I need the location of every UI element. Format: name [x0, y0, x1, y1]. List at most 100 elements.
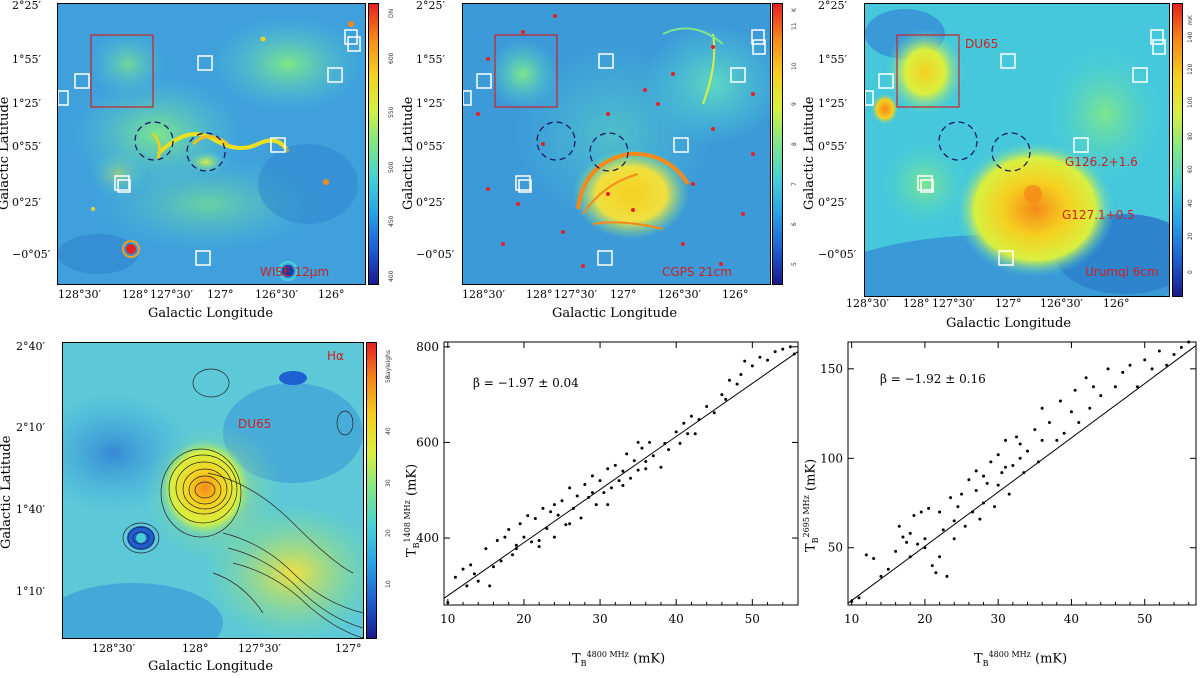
scatter-2695-point — [1018, 442, 1022, 446]
urumqi-map-svg — [865, 4, 1169, 296]
scatter-1408-point — [503, 535, 507, 539]
scatter-1408-xtick-label: 20 — [516, 612, 531, 626]
scatter-2695-ytick-label: 100 — [820, 451, 843, 465]
cgps-cbar-tick: 9 — [791, 102, 798, 106]
scatter-2695-xtick-label: 30 — [991, 612, 1006, 626]
urumqi-cbar-tick: 140 — [1187, 31, 1194, 43]
scatter-2695-point — [923, 537, 927, 541]
scatter-2695-point — [927, 506, 931, 510]
scatter-1408-point — [461, 567, 465, 571]
scatter-2695-ytick-label: 50 — [828, 541, 843, 555]
scatter-2695-point — [857, 596, 861, 600]
scatter-2695-point — [1091, 385, 1095, 389]
urumqi-cbar-tick: 60 — [1187, 165, 1194, 173]
scatter-1408-xlabel: TB4800 MHz (mK) — [572, 650, 666, 668]
scatter-1408-xtick-label: 40 — [669, 612, 684, 626]
scatter-1408-point — [712, 411, 716, 415]
scatter-2695-point — [1165, 363, 1169, 367]
scatter-1408-point — [693, 432, 697, 436]
scatter-1408-point — [617, 479, 621, 483]
scatter-1408-point — [571, 506, 575, 510]
scatter-2695-point — [1040, 438, 1044, 442]
wise-cbar-tick-2: 500 — [388, 161, 395, 173]
scatter-2695-point — [952, 537, 956, 541]
scatter-1408-point — [587, 495, 591, 499]
scatter-1408-point — [533, 516, 537, 520]
wise-ylabel: Galactic Latitude — [0, 96, 12, 211]
cgps-image — [462, 3, 771, 285]
urumqi-ylabel: Galactic Latitude — [802, 96, 817, 211]
scatter-1408-point — [511, 553, 515, 557]
scatter-1408-point — [564, 523, 568, 527]
cgps-panel: CGPS 21cm K 5 6 7 8 9 10 11 2°25′ 1°55′ … — [400, 0, 800, 337]
scatter-2695-point — [864, 553, 868, 557]
scatter-1408-point — [648, 440, 652, 444]
scatter-2695-point — [934, 571, 938, 575]
scatter-2695-point — [1022, 471, 1026, 475]
halpha-xlabel: Galactic Longitude — [148, 659, 274, 674]
scatter-1408-point — [606, 467, 610, 471]
wise-map-svg — [58, 4, 365, 284]
scatter-1408-point — [735, 382, 739, 386]
scatter-1408-point — [674, 430, 678, 434]
halpha-cbar-tick: 10 — [385, 580, 392, 588]
wise-cbar-tick-4: 600 — [388, 52, 395, 64]
scatter-2695-point — [1004, 465, 1008, 469]
halpha-xtick: 128°30′ — [92, 642, 135, 655]
scatter-1408-point — [697, 417, 701, 421]
scatter-2695-point — [938, 555, 942, 559]
scatter-2695-point — [1062, 431, 1066, 435]
urumqi-label-g126: G126.2+1.6 — [1065, 155, 1138, 169]
wise-xtick: 127°30′ — [150, 288, 193, 301]
halpha-colorbar — [366, 342, 377, 639]
wise-band-label: WISE 12μm — [260, 265, 330, 279]
scatter-1408-point — [636, 440, 640, 444]
scatter-1408-point — [472, 572, 476, 576]
scatter-2695-point — [1121, 370, 1125, 374]
scatter-2695-point — [978, 517, 982, 521]
wise-xtick: 127° — [207, 288, 234, 301]
wise-ytick: 0°25′ — [12, 196, 41, 209]
scatter-2695-point — [985, 481, 989, 485]
scatter-2695-point — [938, 510, 942, 514]
scatter-2695-point — [982, 474, 986, 478]
scatter-1408-point — [667, 448, 671, 452]
scatter-1408-point — [621, 483, 625, 487]
cgps-colorbar-unit: K — [791, 8, 798, 12]
scatter-1408-point — [537, 545, 541, 549]
scatter-1408-ylabel: TB1408 MHz (mK) — [403, 463, 421, 557]
scatter-1408-point — [724, 397, 728, 401]
scatter-1408-point — [499, 559, 503, 563]
scatter-2695-point — [1047, 421, 1051, 425]
urumqi-image — [864, 3, 1170, 297]
scatter-1408-point — [507, 527, 511, 531]
cgps-xtick: 128°30′ — [462, 288, 505, 301]
scatter-1408-point — [663, 441, 667, 445]
scatter-1408-point — [453, 575, 457, 579]
scatter-2695-point — [1073, 388, 1077, 392]
scatter-1408-point — [590, 491, 594, 495]
wise-ytick: 1°25′ — [12, 97, 41, 110]
scatter-1408-point — [514, 547, 518, 551]
cgps-cbar-tick: 11 — [791, 22, 798, 30]
urumqi-xlabel: Galactic Longitude — [946, 316, 1072, 331]
scatter-1408-point — [598, 479, 602, 483]
scatter-1408-point — [476, 579, 480, 583]
urumqi-ytick: −0°05′ — [818, 248, 857, 261]
urumqi-ytick: 1°55′ — [818, 53, 847, 66]
scatter-2695-point — [1077, 421, 1081, 425]
scatter-1408-point — [537, 538, 541, 542]
halpha-label-du65: DU65 — [238, 417, 272, 431]
scatter-1408-point — [514, 543, 518, 547]
scatter-1408-fit-line — [443, 351, 799, 599]
urumqi-cbar-tick: 20 — [1187, 232, 1194, 240]
wise-colorbar — [368, 3, 379, 285]
scatter-1408-point — [552, 535, 556, 539]
scatter-2695-point — [1055, 438, 1059, 442]
cgps-ytick: 1°55′ — [416, 53, 445, 66]
scatter-1408-point — [541, 506, 545, 510]
scatter-1408-point — [739, 373, 743, 377]
wise-xtick: 126°30′ — [255, 288, 298, 301]
scatter-2695-point — [1011, 463, 1015, 467]
scatter-2695-point — [1157, 349, 1161, 353]
